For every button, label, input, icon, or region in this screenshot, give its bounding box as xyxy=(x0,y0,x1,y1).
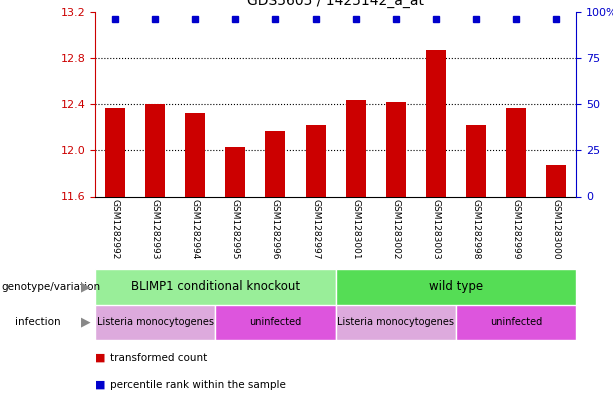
Text: GSM1282995: GSM1282995 xyxy=(231,199,240,259)
Bar xyxy=(105,108,125,196)
Text: Listeria monocytogenes: Listeria monocytogenes xyxy=(97,317,214,327)
Bar xyxy=(226,147,245,196)
Bar xyxy=(185,113,205,196)
Bar xyxy=(336,269,576,305)
Text: GSM1282998: GSM1282998 xyxy=(471,199,481,259)
Text: ■: ■ xyxy=(95,380,105,390)
Text: GSM1282992: GSM1282992 xyxy=(110,199,120,259)
Bar xyxy=(546,165,566,196)
Bar xyxy=(426,50,446,196)
Text: GSM1282996: GSM1282996 xyxy=(271,199,280,259)
Bar xyxy=(466,125,486,196)
Text: BLIMP1 conditional knockout: BLIMP1 conditional knockout xyxy=(131,280,300,294)
Text: uninfected: uninfected xyxy=(249,317,302,327)
Text: infection: infection xyxy=(15,317,60,327)
Bar xyxy=(386,102,406,196)
Bar xyxy=(346,99,366,196)
Text: percentile rank within the sample: percentile rank within the sample xyxy=(110,380,286,390)
Bar xyxy=(215,305,336,340)
Bar xyxy=(456,305,576,340)
Text: genotype/variation: genotype/variation xyxy=(1,282,101,292)
Text: GSM1283002: GSM1283002 xyxy=(391,199,400,259)
Text: ▶: ▶ xyxy=(81,280,91,294)
Text: ▶: ▶ xyxy=(81,316,91,329)
Bar xyxy=(95,305,215,340)
Text: GSM1283003: GSM1283003 xyxy=(432,199,440,259)
Text: GSM1283000: GSM1283000 xyxy=(552,199,561,259)
Text: GSM1282994: GSM1282994 xyxy=(191,199,200,259)
Text: transformed count: transformed count xyxy=(110,353,208,363)
Text: wild type: wild type xyxy=(429,280,483,294)
Text: Listeria monocytogenes: Listeria monocytogenes xyxy=(337,317,454,327)
Text: GSM1283001: GSM1283001 xyxy=(351,199,360,259)
Text: GSM1282999: GSM1282999 xyxy=(512,199,520,259)
Bar xyxy=(506,108,526,196)
Bar xyxy=(265,131,286,196)
Text: ■: ■ xyxy=(95,353,105,363)
Bar xyxy=(336,305,456,340)
Title: GDS5605 / 1425142_a_at: GDS5605 / 1425142_a_at xyxy=(247,0,424,8)
Bar xyxy=(145,104,165,196)
Bar xyxy=(305,125,326,196)
Bar xyxy=(95,269,336,305)
Text: uninfected: uninfected xyxy=(490,317,542,327)
Text: GSM1282993: GSM1282993 xyxy=(151,199,159,259)
Text: GSM1282997: GSM1282997 xyxy=(311,199,320,259)
